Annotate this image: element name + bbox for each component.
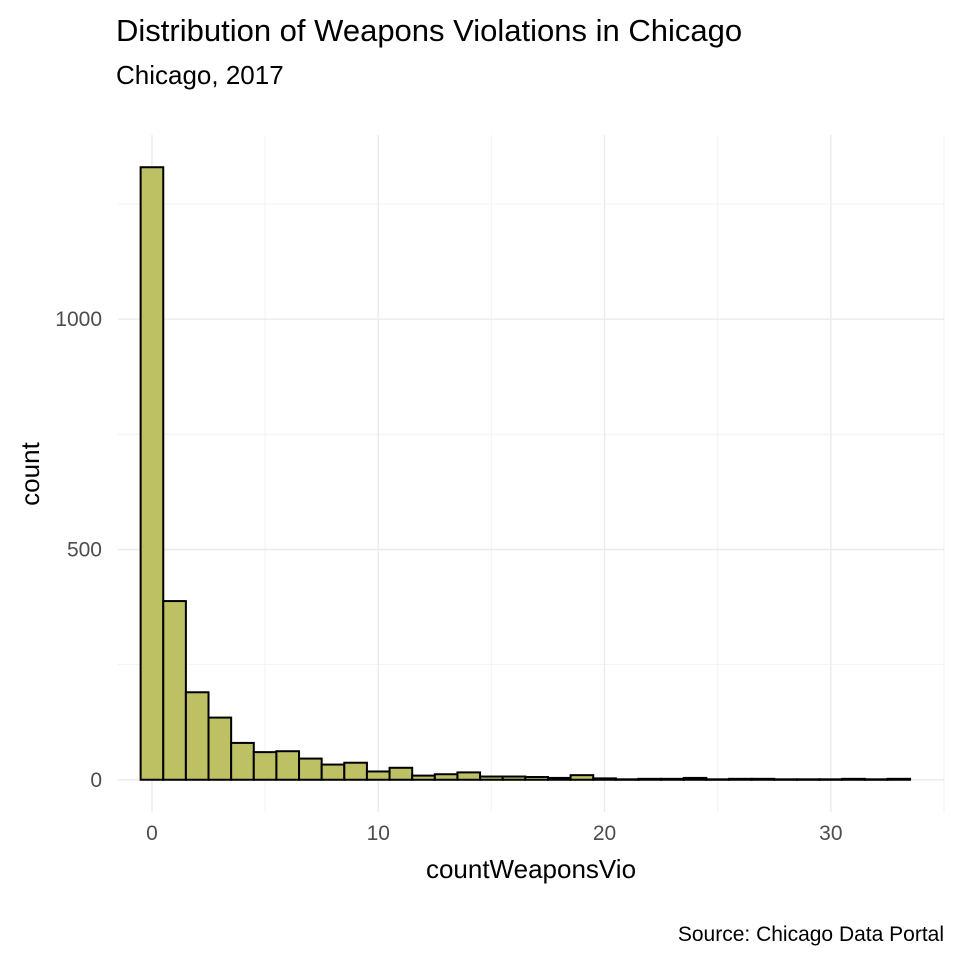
histogram-bar	[773, 778, 798, 781]
histogram-bar	[433, 773, 459, 781]
histogram-bars	[139, 166, 912, 781]
chart-caption: Source: Chicago Data Portal	[678, 923, 944, 946]
histogram-bar	[863, 778, 889, 781]
histogram-bar	[184, 691, 210, 781]
histogram-bar	[524, 775, 549, 781]
histogram-bar	[162, 600, 187, 781]
histogram-bar	[886, 777, 912, 781]
histogram-bar	[207, 716, 233, 781]
histogram-bar	[818, 778, 844, 781]
histogram-bar	[546, 776, 572, 781]
histogram-bar	[365, 770, 391, 781]
x-tick-label: 10	[367, 822, 390, 845]
histogram-bar	[841, 777, 866, 781]
y-axis-ticks: 0 500 1000	[55, 308, 102, 792]
histogram-bar	[252, 751, 278, 781]
histogram-bar	[682, 776, 708, 781]
histogram-bar	[388, 766, 414, 781]
histogram-bar	[592, 777, 617, 781]
x-axis-title: countWeaponsVio	[426, 854, 636, 884]
y-tick-label: 1000	[55, 308, 102, 331]
histogram-bar	[320, 763, 346, 781]
y-tick-label: 500	[67, 538, 102, 561]
histogram-bar	[795, 778, 821, 781]
histogram-bar	[411, 774, 436, 781]
histogram-bar	[614, 778, 640, 781]
histogram-bar	[728, 777, 753, 781]
histogram-bar	[139, 166, 165, 781]
y-tick-label: 0	[90, 769, 102, 792]
x-tick-label: 0	[146, 822, 158, 845]
histogram-bar	[456, 771, 482, 781]
histogram-bar	[230, 741, 255, 781]
histogram-bar	[705, 778, 731, 781]
histogram-bar	[637, 777, 663, 781]
y-axis-title: count	[15, 441, 45, 505]
histogram-bar	[479, 775, 504, 781]
minor-gridlines	[118, 135, 945, 812]
histogram-bar	[275, 750, 301, 781]
histogram-bar	[750, 777, 776, 781]
x-tick-label: 20	[593, 822, 616, 845]
x-tick-label: 30	[819, 822, 842, 845]
x-axis-ticks: 0 10 20 30	[146, 822, 842, 845]
histogram-bar	[660, 777, 685, 781]
major-gridlines	[118, 135, 944, 812]
chart-title: Distribution of Weapons Violations in Ch…	[116, 13, 742, 48]
histogram-bar	[343, 761, 368, 781]
histogram-bar	[298, 757, 323, 781]
histogram-bar	[501, 775, 527, 781]
chart-subtitle: Chicago, 2017	[116, 60, 284, 90]
histogram-bar	[569, 774, 595, 781]
